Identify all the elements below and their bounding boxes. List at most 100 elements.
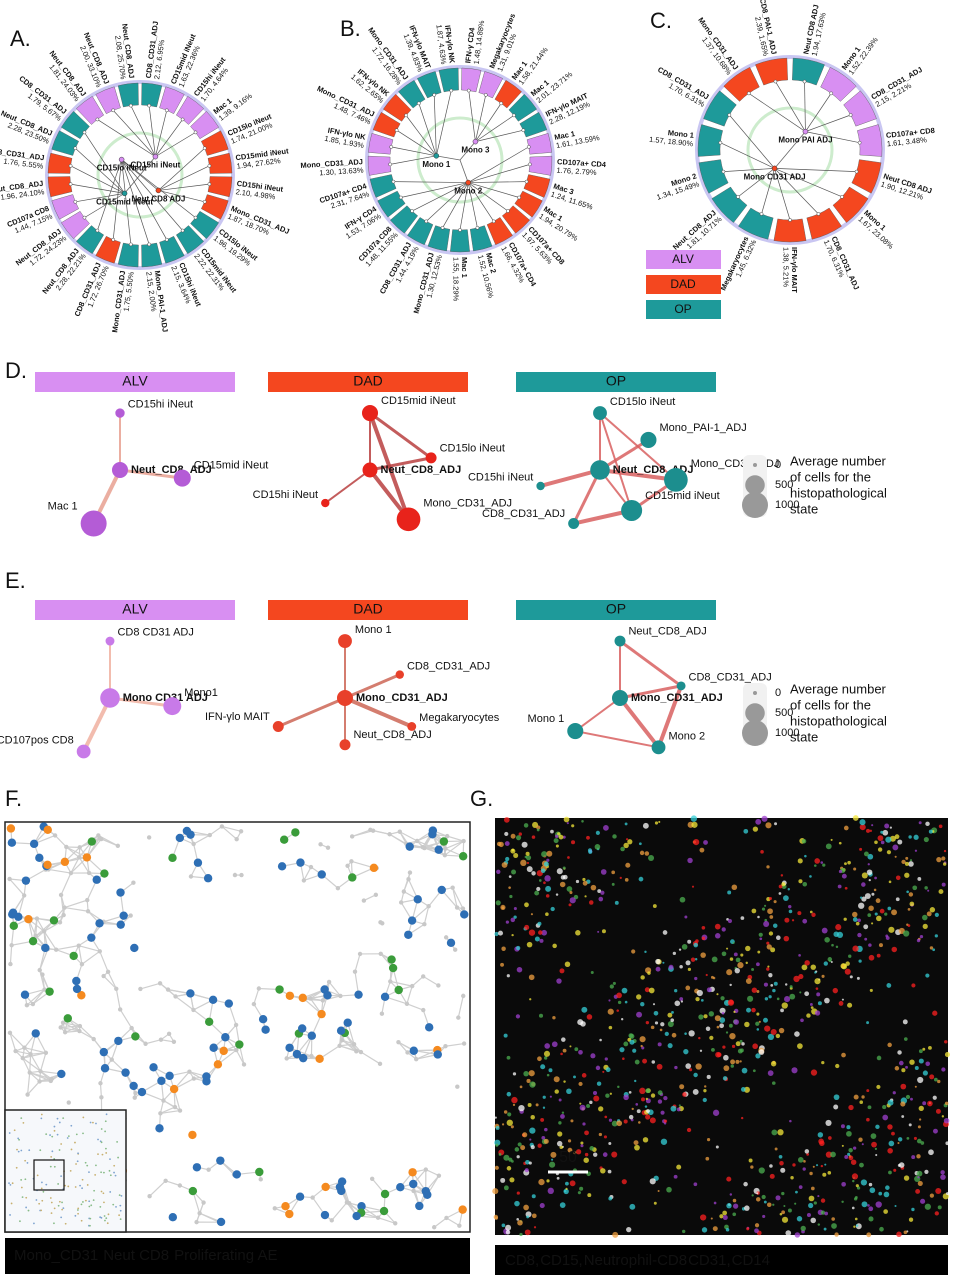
- micrograph-cell: [772, 1081, 776, 1085]
- micrograph-cell: [934, 934, 938, 938]
- micrograph-cell: [897, 1137, 903, 1142]
- spatial-cell: [452, 947, 458, 952]
- tree-branch: [70, 183, 125, 194]
- micrograph-cell: [833, 1104, 839, 1110]
- spatial-cell-type: [336, 1026, 346, 1035]
- spatial-cell: [64, 844, 69, 850]
- network-header: [35, 600, 235, 620]
- spatial-cell: [407, 870, 413, 875]
- micrograph-cell: [871, 922, 874, 925]
- inset-cell: [118, 1214, 121, 1217]
- spatial-cell: [129, 1025, 134, 1031]
- micrograph-cell: [806, 1212, 811, 1217]
- spatial-edge: [62, 1022, 81, 1027]
- micrograph-cell: [905, 1094, 911, 1100]
- micrograph-cell: [917, 877, 922, 881]
- micrograph-cell: [852, 911, 858, 918]
- network-node: [362, 462, 378, 478]
- micrograph-cell: [636, 994, 642, 1000]
- micrograph-cell: [740, 1087, 746, 1092]
- inset-cell: [61, 1208, 64, 1211]
- micrograph-cell: [783, 935, 790, 942]
- leaf-name: Mac 1: [554, 129, 576, 142]
- spatial-cell-type: [99, 1047, 109, 1057]
- legend-label: ALV: [672, 252, 694, 266]
- micrograph-cell: [624, 877, 629, 882]
- micrograph-cell: [885, 934, 889, 938]
- spatial-edge: [9, 1032, 17, 1052]
- micrograph-cell: [526, 941, 533, 948]
- micrograph-cell: [671, 1010, 674, 1014]
- micrograph-cell: [617, 1085, 620, 1089]
- micrograph-cell: [622, 1057, 625, 1060]
- micrograph-cell: [589, 900, 594, 905]
- micrograph-cell: [605, 1067, 611, 1073]
- micrograph-cell: [838, 841, 842, 845]
- micrograph-cell: [903, 1230, 908, 1235]
- network-node: [676, 681, 686, 691]
- micrograph-cell: [843, 825, 849, 831]
- micrograph-cell: [861, 1095, 865, 1099]
- inset-cell: [120, 1194, 123, 1197]
- tree-branch: [761, 168, 775, 215]
- micrograph-cell: [712, 1226, 718, 1232]
- micrograph-cell: [900, 1083, 907, 1090]
- micrograph-cell: [531, 1213, 537, 1219]
- inset-cell: [86, 1164, 89, 1167]
- spatial-cell-type: [387, 955, 396, 964]
- micrograph-cell: [793, 975, 800, 983]
- micrograph-cell: [644, 987, 650, 993]
- micrograph-cell: [682, 1229, 686, 1234]
- size-legend-title: Average number: [790, 453, 887, 468]
- inset-cell: [53, 1207, 56, 1210]
- micrograph-cell: [693, 838, 700, 846]
- inset-cell: [64, 1222, 67, 1225]
- spatial-cell: [131, 880, 136, 885]
- micrograph-cell: [524, 924, 530, 930]
- network-node-label: Mono CD31 ADJ: [123, 692, 208, 704]
- spatial-cell: [377, 1061, 383, 1067]
- micrograph-cell: [691, 885, 695, 888]
- center-node: [465, 179, 471, 186]
- spatial-cell-type: [292, 1049, 302, 1059]
- micrograph-cell: [901, 1115, 905, 1118]
- micrograph-cell: [648, 855, 655, 862]
- micrograph-cell: [700, 998, 704, 1002]
- inset-cell: [119, 1204, 122, 1207]
- micrograph-cell: [575, 930, 581, 936]
- spatial-cell: [7, 876, 12, 882]
- spatial-cell-type: [348, 873, 357, 882]
- micrograph-cell: [806, 1152, 810, 1156]
- micrograph-cell: [498, 1153, 502, 1156]
- micrograph-cell: [870, 1133, 877, 1139]
- leaf-wedge: [820, 67, 857, 102]
- spatial-cell: [443, 846, 448, 851]
- micrograph-cell: [536, 828, 540, 832]
- micrograph-cell: [556, 868, 563, 875]
- spatial-cell: [358, 1049, 364, 1055]
- micrograph-cell: [605, 1093, 610, 1098]
- micrograph-cell: [611, 1120, 618, 1127]
- micrograph-cell: [903, 930, 910, 937]
- network-edge: [572, 469, 602, 525]
- micrograph-cell: [830, 838, 833, 841]
- spatial-edge: [29, 1072, 40, 1082]
- micrograph-cell: [600, 890, 605, 895]
- spatial-edge: [354, 953, 361, 972]
- micrograph-cell: [703, 1014, 708, 1019]
- inset-cell: [41, 1199, 44, 1202]
- micrograph-cell: [719, 1017, 726, 1023]
- tree-branch: [148, 105, 156, 157]
- tree-branch: [468, 90, 476, 142]
- micrograph-cell: [536, 886, 541, 892]
- micrograph-cell: [926, 911, 932, 917]
- micrograph-cell: [914, 1085, 917, 1088]
- tree-branch: [442, 182, 469, 228]
- micrograph-cell: [852, 1179, 855, 1183]
- micrograph-cell: [938, 889, 944, 895]
- micrograph-cell: [867, 853, 874, 860]
- network-header-label: ALV: [122, 601, 148, 617]
